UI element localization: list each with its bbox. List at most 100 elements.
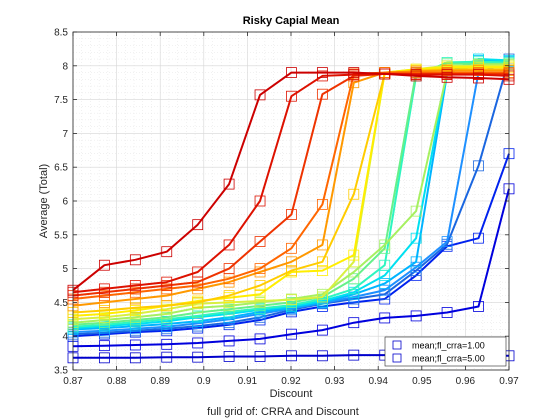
data-point [223,178,235,190]
legend: mean;fl_crra=1.00 mean;fl_crra=5.00 [384,336,507,367]
data-point [410,205,422,217]
series-line [72,71,509,300]
data-point [441,307,453,318]
series-line [72,72,510,294]
data-point [161,351,173,363]
data-point [254,89,266,101]
data-point [192,296,204,308]
data-point [316,198,328,210]
data-point [254,295,266,307]
data-point [348,349,360,361]
data-point [161,246,173,258]
data-point [254,288,266,300]
data-point [316,350,328,362]
data-point [254,263,266,275]
data-point [348,249,360,261]
data-point [286,67,297,78]
series-line [72,71,510,291]
x-tick-label: 0.95 [412,376,432,387]
data-point [161,338,173,350]
data-point [473,160,484,172]
y-axis-label: Average (Total) [38,164,50,238]
data-point [161,276,173,288]
ticks [72,31,510,371]
data-point [223,335,235,347]
data-point [410,70,422,82]
x-tick-label: 0.97 [499,376,519,387]
data-point [286,265,297,277]
y-tick-label: 6.5 [54,163,68,174]
legend-marker [392,353,402,363]
data-point [254,195,266,207]
y-tick-label: 6 [62,197,68,208]
y-tick-label: 4 [62,332,68,343]
series-line [72,188,510,348]
data-point [192,337,204,349]
x-tick-label: 0.94 [368,376,388,387]
data-point [441,236,453,247]
data-point [223,351,235,362]
data-point [348,256,360,268]
data-point [286,242,297,254]
data-point [316,88,328,100]
x-tick-label: 0.96 [456,376,476,387]
x-tick-label: 0.9 [197,376,211,387]
x-tick-label: 0.92 [281,376,301,387]
data-point [379,259,391,271]
y-tick-label: 3.5 [54,366,68,377]
data-point [316,291,328,303]
data-point [316,324,328,336]
data-point [473,301,484,312]
data-point [129,352,141,364]
data-point [98,340,110,352]
data-point [316,239,328,251]
data-point [348,317,360,329]
series-line [72,66,509,317]
x-tick-label: 0.93 [325,376,345,387]
legend-label: mean;fl_crra=1.00 [412,341,485,351]
data-point [379,312,391,324]
x-axis-label: Discount [270,388,313,400]
chart-title: Risky Capial Mean [243,15,340,27]
data-point [473,72,484,84]
data-point [254,351,266,362]
data-point [286,209,297,220]
data-point [129,339,141,351]
data-point [223,239,235,251]
data-point [410,310,422,322]
data-point [129,254,141,266]
legend-marker [392,340,402,350]
y-tick-label: 5 [62,264,68,275]
series-layer [67,53,515,364]
data-point [98,352,110,364]
figure-caption: full grid of: CRRA and Discount [207,406,359,418]
data-point [379,239,391,251]
x-tick-label: 0.89 [150,376,170,387]
series-line [72,69,509,307]
x-tick-label: 0.87 [63,376,83,387]
data-point [192,266,204,278]
y-tick-label: 5.5 [54,230,68,241]
data-point [254,280,266,291]
data-point [473,232,484,244]
series-2 [67,183,515,352]
data-point [286,350,297,362]
series-line [72,153,510,338]
data-point [98,305,110,316]
data-point [348,273,360,285]
y-tick-label: 7 [62,129,68,140]
data-point [379,284,391,296]
data-point [254,333,266,345]
data-point [129,302,141,314]
data-point [379,68,391,80]
x-tick-label: 0.91 [238,376,258,387]
data-point [379,278,391,289]
x-tick-label: 0.88 [107,376,127,387]
data-point [192,351,204,363]
data-point [254,236,266,247]
data-point [316,256,328,268]
data-point [316,67,328,78]
data-point [410,232,422,244]
legend-box [384,336,507,367]
